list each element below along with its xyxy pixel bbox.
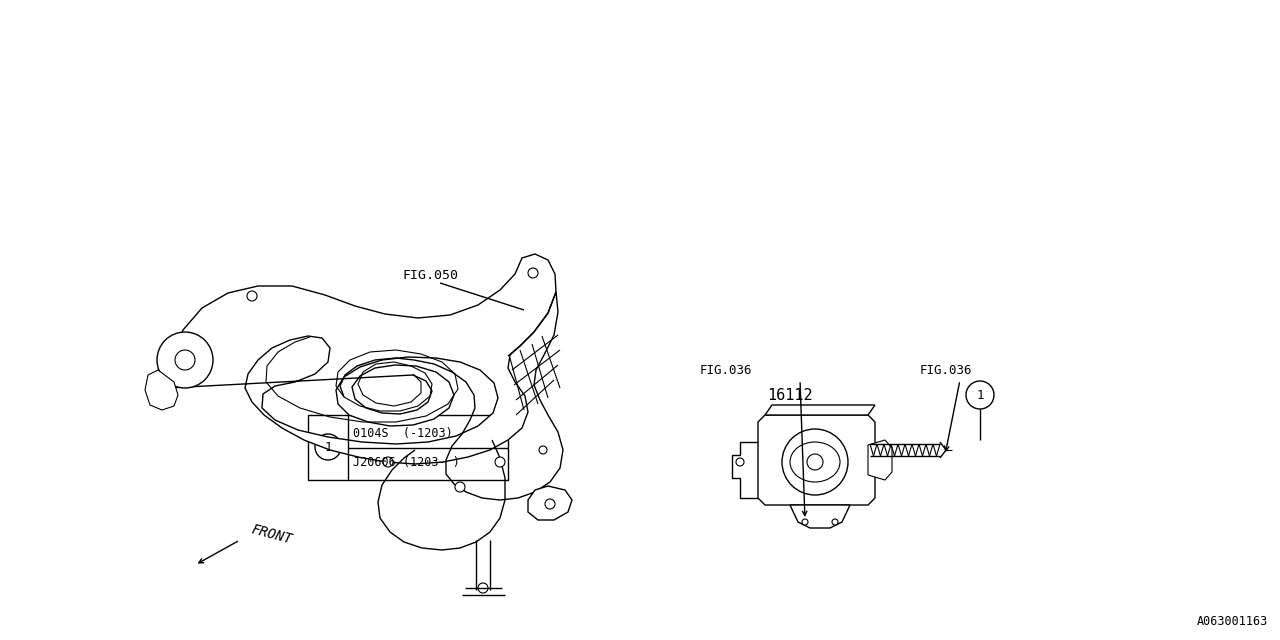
Text: 0104S  (-1203): 0104S (-1203)	[353, 426, 453, 440]
Polygon shape	[168, 254, 556, 464]
Circle shape	[803, 519, 808, 525]
Text: 1: 1	[324, 440, 332, 454]
Circle shape	[495, 457, 506, 467]
Circle shape	[157, 332, 212, 388]
Circle shape	[383, 457, 393, 467]
Circle shape	[966, 381, 995, 409]
Circle shape	[782, 429, 849, 495]
Circle shape	[545, 499, 556, 509]
Text: J20606 (1203- ): J20606 (1203- )	[353, 456, 460, 468]
Polygon shape	[765, 405, 876, 415]
Ellipse shape	[790, 442, 840, 482]
Text: FIG.036: FIG.036	[700, 364, 753, 376]
Circle shape	[736, 458, 744, 466]
Text: 1: 1	[977, 388, 984, 401]
Circle shape	[832, 519, 838, 525]
Text: FIG.050: FIG.050	[402, 269, 458, 282]
Circle shape	[539, 446, 547, 454]
Text: FIG.036: FIG.036	[920, 364, 973, 376]
Circle shape	[315, 434, 340, 460]
Circle shape	[175, 350, 195, 370]
Text: A063001163: A063001163	[1197, 615, 1268, 628]
Bar	[308, 415, 508, 480]
Polygon shape	[758, 415, 876, 505]
Text: FRONT: FRONT	[250, 523, 294, 547]
Text: 16112: 16112	[767, 387, 813, 403]
Circle shape	[477, 583, 488, 593]
Polygon shape	[529, 486, 572, 520]
Circle shape	[806, 454, 823, 470]
Circle shape	[247, 291, 257, 301]
Polygon shape	[790, 505, 850, 528]
Circle shape	[529, 268, 538, 278]
Polygon shape	[868, 440, 892, 480]
Circle shape	[454, 482, 465, 492]
Polygon shape	[145, 370, 178, 410]
